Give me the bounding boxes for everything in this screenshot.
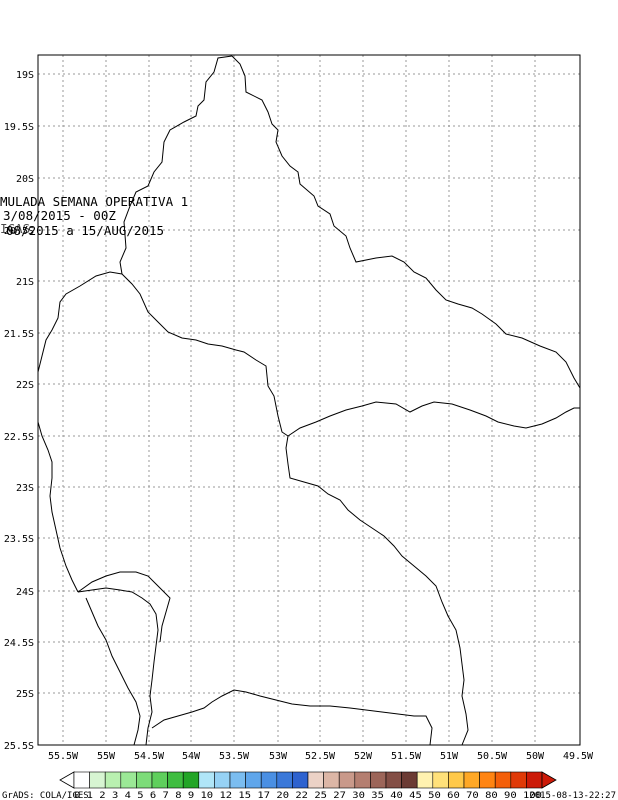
colorbar-cell [323, 771, 340, 789]
grid-lines [38, 55, 580, 745]
basin-boundary-north [231, 55, 581, 389]
basin-boundaries [37, 55, 581, 746]
lat-tick-label: 24S [16, 587, 34, 598]
colorbar-cell [292, 771, 309, 789]
basin-boundary-west-lower [37, 271, 123, 386]
lat-axis: 19S 19.5S 20S 20.5S 21S 21.5S 22S 22.5S … [4, 70, 34, 752]
basin-boundary-south-central [285, 435, 469, 746]
plot-area [37, 54, 581, 746]
colorbar-cell [385, 771, 402, 789]
basin-boundary-west-edge [37, 421, 79, 593]
colorbar-cell [526, 771, 543, 789]
colorbar-cell [73, 771, 90, 789]
basin-boundary-south [151, 689, 433, 746]
colorbar-cell [463, 771, 480, 789]
colorbar-cell [448, 771, 465, 789]
colorbar-cell [151, 771, 168, 789]
basin-boundary-southwest-upper [77, 571, 171, 643]
title-line: MULADA SEMANA OPERATIVA 1 [0, 194, 188, 209]
title-line: 3/08/2015 - 00Z [3, 208, 116, 223]
colorbar-cell [198, 771, 215, 789]
colorbar-cell [338, 771, 356, 789]
colorbar-cell [401, 771, 418, 789]
basin-boundary-southwest [77, 587, 159, 746]
lat-tick-label: 20S [16, 174, 34, 185]
lon-tick-label: 50W [526, 751, 545, 762]
colorbar-cell [214, 771, 231, 789]
lat-tick-label: 23.5S [4, 534, 34, 545]
lon-tick-label: 55.5W [48, 751, 79, 762]
colorbar-cell [229, 771, 246, 789]
basin-boundary-west [119, 55, 233, 275]
lat-tick-label: 22S [16, 380, 34, 391]
colorbar-cell [136, 771, 153, 789]
lon-tick-label: 55W [97, 751, 116, 762]
title-overlap-text: ICAS [0, 221, 30, 236]
colorbar-cell [432, 771, 449, 789]
basin-boundary-east [287, 401, 580, 437]
lon-axis: 55.5W 55W 54.5W 54W 53.5W 53W 52.5W 52W … [48, 751, 594, 762]
lon-tick-label: 54W [182, 751, 201, 762]
lat-tick-label: 21S [16, 277, 34, 288]
lat-tick-label: 19S [16, 70, 34, 81]
footer-timestamp: 2015-08-13-22:27 [529, 791, 616, 800]
lat-tick-label: 21.5S [4, 329, 34, 340]
colorbar-cell [276, 771, 293, 789]
lon-tick-label: 52W [354, 751, 373, 762]
lon-tick-label: 53W [269, 751, 288, 762]
colorbar-cell [167, 771, 184, 789]
map-title: MULADA SEMANA OPERATIVA 1 3/08/2015 - 00… [0, 194, 188, 238]
colorbar-cell [89, 771, 106, 789]
lon-tick-label: 51W [440, 751, 459, 762]
lon-tick-label: 52.5W [305, 751, 336, 762]
colorbar: 0 1 2 3 4 5 6 7 8 9 10 12 15 17 20 22 25… [59, 771, 557, 800]
lon-tick-label: 49.5W [563, 751, 594, 762]
lat-tick-label: 22.5S [4, 432, 34, 443]
lat-tick-label: 19.5S [4, 122, 34, 133]
plot-frame [37, 54, 581, 746]
colorbar-cell [479, 771, 496, 789]
footer-credit: GrADS: COLA/IGES [2, 791, 89, 800]
lat-tick-label: 24.5S [4, 638, 34, 649]
lat-tick-label: 23S [16, 483, 34, 494]
lon-tick-label: 53.5W [219, 751, 250, 762]
colorbar-cell [370, 771, 387, 789]
lat-tick-label: 20.5S [4, 226, 34, 237]
lon-tick-label: 54.5W [134, 751, 165, 762]
colorbar-cell [307, 771, 324, 789]
colorbar-cell [510, 771, 527, 789]
colorbar-right-arrow [541, 771, 557, 789]
title-line: 08/2015 a 15/AUG/2015 [6, 223, 164, 238]
colorbar-cell [354, 771, 371, 789]
colorbar-cell [416, 771, 434, 789]
colorbar-cell [120, 771, 137, 789]
lon-tick-label: 51.5W [391, 751, 422, 762]
lat-tick-label: 25.5S [4, 741, 34, 752]
colorbar-cell [494, 771, 512, 789]
basin-boundary-mid [121, 273, 289, 437]
lat-tick-label: 25S [16, 689, 34, 700]
basin-boundary-southwest-loop [85, 597, 141, 746]
colorbar-cell [245, 771, 262, 789]
lon-tick-label: 50.5W [477, 751, 508, 762]
colorbar-cells [73, 771, 543, 789]
colorbar-cell [104, 771, 122, 789]
colorbar-cell [182, 771, 200, 789]
colorbar-cell [260, 771, 278, 789]
colorbar-labels: 0 1 2 3 4 5 6 7 8 9 10 12 15 17 20 22 25… [74, 791, 542, 800]
